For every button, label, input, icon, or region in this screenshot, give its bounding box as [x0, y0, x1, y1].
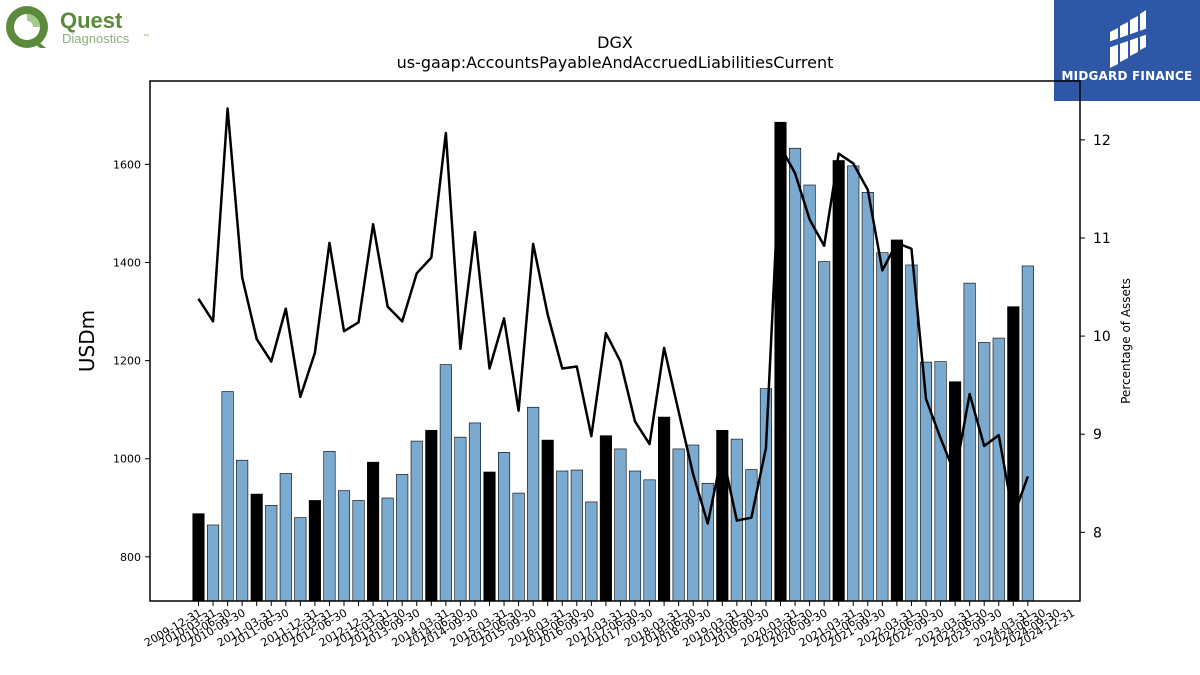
bar-2013-03-31 [381, 497, 394, 602]
bar-2023-12-31 [1007, 306, 1020, 602]
bar-2016-09-30 [585, 501, 598, 602]
bar-2018-03-31 [672, 448, 685, 602]
bar-2012-12-31 [367, 461, 380, 602]
bar-2023-06-30 [978, 342, 991, 602]
y-tick-label: 1200 [113, 355, 141, 368]
y-tick-label: 1000 [113, 453, 141, 466]
bar-2012-03-31 [323, 451, 336, 602]
bar-2021-06-30 [861, 192, 874, 602]
bar-2017-06-30 [628, 470, 642, 602]
bar-2018-06-30 [687, 444, 700, 602]
chart-title: DGX [597, 33, 633, 52]
bar-2010-06-30 [221, 391, 234, 602]
plot-frame [149, 80, 1081, 602]
bar-2015-12-31 [541, 439, 554, 602]
bar-2019-06-30 [745, 469, 758, 602]
bar-2010-03-31 [207, 524, 220, 602]
y2-tick-label: 9 [1093, 427, 1102, 443]
bar-2013-12-31 [425, 429, 438, 602]
bar-2010-09-30 [236, 459, 249, 602]
y-tick-label: 1400 [113, 257, 141, 270]
bar-2024-03-31 [1021, 265, 1034, 602]
bar-2017-03-31 [614, 448, 627, 602]
bar-2011-03-31 [265, 505, 278, 602]
bar-2015-09-30 [527, 406, 540, 602]
y2-tick-label: 12 [1093, 133, 1111, 149]
bar-2009-12-31 [192, 513, 205, 602]
bar-2010-12-31 [250, 493, 263, 602]
quest-logo-mark [6, 6, 48, 48]
bar-2013-09-30 [410, 440, 423, 602]
bar-2023-03-31 [963, 282, 976, 602]
y-tick-label: 800 [120, 551, 141, 564]
bar-2011-06-30 [279, 473, 292, 602]
bar-2019-09-30 [759, 388, 773, 602]
y2-axis-label: Percentage of Assets [1119, 278, 1133, 404]
bar-2015-03-31 [497, 452, 511, 602]
bar-2019-12-31 [774, 121, 787, 602]
bar-2020-12-31 [832, 160, 845, 602]
trademark-mark: ™ [143, 33, 149, 40]
bar-2022-03-31 [905, 264, 918, 602]
midgard-logo-mark [1108, 10, 1148, 68]
bar-2021-03-31 [847, 165, 860, 602]
bars-group [192, 121, 1034, 602]
bar-2022-12-31 [949, 381, 962, 602]
midgard-logo-text: MIDGARD FINANCE [1061, 69, 1193, 83]
bar-2012-09-30 [352, 500, 365, 602]
bar-2016-06-30 [570, 469, 583, 602]
bar-2023-09-30 [992, 337, 1005, 602]
bar-2020-06-30 [803, 184, 816, 602]
midgard-finance-logo: MIDGARD FINANCE [1054, 0, 1200, 101]
bar-2014-06-30 [454, 436, 467, 602]
percentage-line [197, 107, 1030, 525]
ticks-group: 8001000120014001600891011122009-12-31201… [113, 133, 1111, 650]
y2-tick-label: 11 [1093, 231, 1111, 247]
bar-2014-03-31 [439, 364, 452, 602]
bar-2017-09-30 [643, 479, 656, 602]
chart-subtitle: us-gaap:AccountsPayableAndAccruedLiabili… [397, 53, 834, 72]
bar-2011-09-30 [294, 517, 307, 602]
quest-logo-word: Quest [60, 8, 123, 33]
bar-2013-06-30 [396, 474, 409, 602]
bar-2016-03-31 [556, 470, 569, 602]
y-tick-label: 1600 [113, 158, 141, 171]
bar-2022-09-30 [934, 361, 947, 602]
diagnostics-logo-word: Diagnostics [62, 31, 130, 46]
bar-2021-09-30 [876, 252, 889, 602]
y-axis-label: USDm [75, 310, 99, 372]
bar-2012-06-30 [337, 490, 351, 602]
bar-2014-09-30 [468, 422, 482, 602]
bar-2015-06-30 [512, 492, 525, 602]
line-group [197, 107, 1030, 525]
quest-diagnostics-logo: Quest Diagnostics ™ [6, 6, 149, 48]
bar-2020-09-30 [818, 261, 831, 602]
bar-2014-12-31 [483, 471, 496, 602]
bar-2020-03-31 [788, 147, 802, 602]
y2-tick-label: 8 [1093, 525, 1102, 541]
y2-tick-label: 10 [1093, 329, 1111, 345]
bar-2016-12-31 [599, 435, 612, 602]
bar-2021-12-31 [890, 239, 903, 602]
bar-2017-12-31 [658, 416, 671, 602]
bar-2011-12-31 [308, 500, 321, 602]
